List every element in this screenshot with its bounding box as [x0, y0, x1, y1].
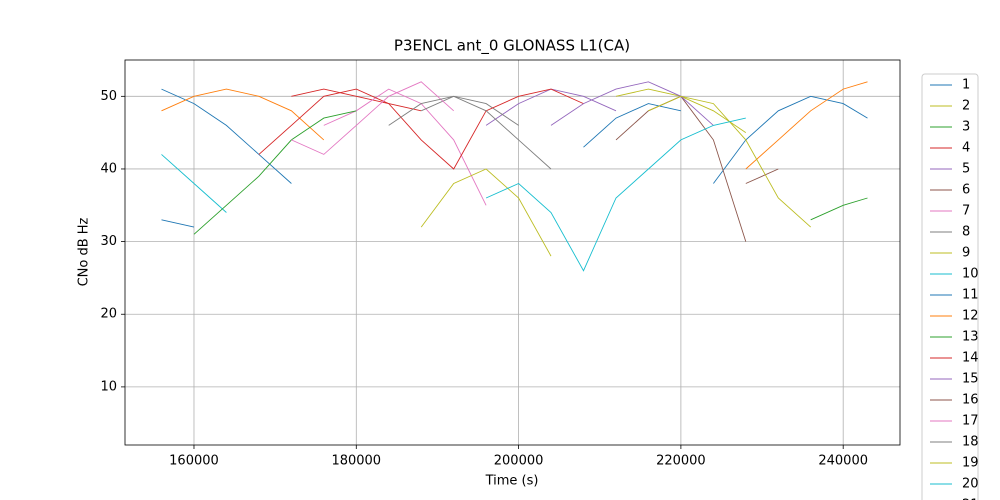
- series-line: [161, 154, 227, 213]
- series-line: [420, 168, 552, 257]
- y-tick-label: 40: [100, 161, 117, 176]
- series-line: [583, 103, 681, 148]
- legend-label: 12: [962, 309, 979, 324]
- series-line: [745, 168, 779, 184]
- x-tick-label: 180000: [331, 454, 381, 469]
- legend-label: 8: [962, 225, 970, 240]
- series-line: [291, 81, 454, 155]
- legend-label: 7: [962, 204, 970, 219]
- plot-frame: [124, 59, 901, 446]
- chart-title: P3ENCL ant_0 GLONASS L1(CA): [394, 37, 630, 56]
- series-line: [421, 95, 519, 126]
- series-line: [161, 81, 868, 170]
- legend-label: 16: [962, 393, 979, 408]
- x-tick-label: 240000: [818, 454, 868, 469]
- legend-label: 14: [962, 351, 979, 366]
- series-line: [485, 88, 617, 126]
- legend-label: 3: [962, 120, 970, 135]
- series-line: [161, 219, 195, 228]
- legend-label: 6: [962, 183, 970, 198]
- legend-box: [921, 73, 979, 500]
- legend-label: 11: [962, 288, 979, 303]
- series-line: [485, 117, 746, 272]
- y-tick-label: 50: [100, 89, 117, 104]
- legend-label: 5: [962, 162, 970, 177]
- y-tick-label: 10: [100, 379, 117, 394]
- legend-label: 20: [962, 477, 979, 492]
- legend-label: 21: [962, 498, 979, 500]
- y-axis-label: CNo dB Hz: [77, 217, 92, 286]
- series-line: [388, 95, 552, 170]
- y-tick-label: 20: [100, 307, 117, 322]
- legend-label: 4: [962, 141, 970, 156]
- legend-label: 18: [962, 435, 979, 450]
- legend-label: 1: [962, 78, 970, 93]
- legend-label: 2: [962, 99, 970, 114]
- series-line: [291, 88, 422, 112]
- legend-label: 19: [962, 456, 979, 471]
- series-line: [550, 81, 714, 126]
- series-line: [810, 197, 868, 221]
- legend-label: 17: [962, 414, 979, 429]
- legend-label: 10: [962, 267, 979, 282]
- series-line: [323, 88, 487, 206]
- legend-label: 13: [962, 330, 979, 345]
- series-line: [193, 110, 357, 235]
- legend-label: 15: [962, 372, 979, 387]
- x-tick-label: 200000: [494, 454, 544, 469]
- y-tick-label: 30: [100, 234, 117, 249]
- legend-label: 9: [962, 246, 970, 261]
- x-axis-label: Time (s): [485, 474, 539, 489]
- series-line: [258, 88, 584, 170]
- x-tick-label: 220000: [656, 454, 706, 469]
- x-tick-label: 160000: [169, 454, 219, 469]
